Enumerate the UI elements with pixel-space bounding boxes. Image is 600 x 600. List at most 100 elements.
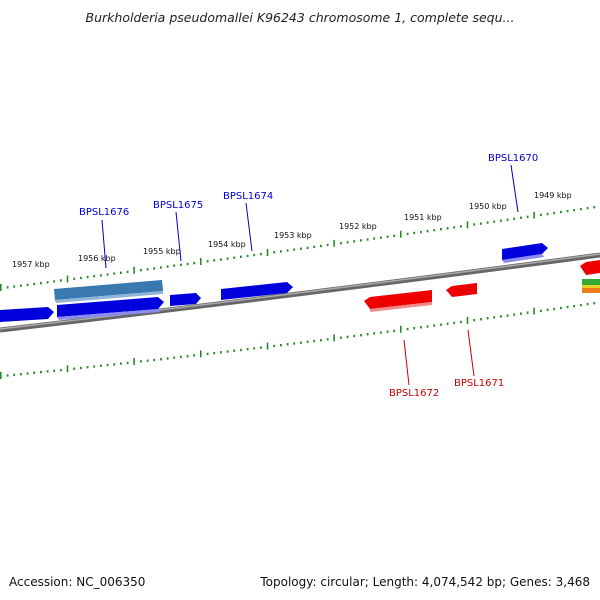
- minor-tick: [253, 253, 256, 257]
- inner-tick-row: [0, 302, 596, 379]
- gene-arrow-reverse[interactable]: [364, 290, 432, 309]
- kbp-label: 1952 kbp: [339, 222, 377, 231]
- major-tick: [133, 358, 135, 365]
- callout-line: [245, 202, 253, 252]
- minor-tick: [213, 351, 216, 355]
- gene-arrow-forward[interactable]: [221, 282, 293, 300]
- minor-tick: [86, 275, 89, 279]
- minor-tick: [46, 281, 49, 284]
- minor-tick: [426, 325, 429, 328]
- minor-tick: [260, 252, 262, 256]
- gene-arrow-reverse[interactable]: [580, 260, 600, 275]
- minor-tick: [173, 356, 176, 359]
- minor-tick: [360, 239, 362, 242]
- minor-tick: [140, 268, 142, 272]
- minor-tick: [566, 209, 569, 213]
- major-tick: [333, 239, 335, 247]
- major-tick: [200, 258, 202, 265]
- minor-tick: [573, 304, 576, 308]
- minor-tick: [213, 259, 216, 262]
- minor-tick: [580, 303, 582, 307]
- minor-tick: [166, 357, 169, 360]
- minor-tick: [486, 317, 489, 320]
- partial-feature-yellow: [582, 285, 600, 288]
- minor-tick: [326, 338, 329, 341]
- minor-tick: [326, 243, 329, 247]
- minor-tick: [413, 231, 416, 235]
- minor-tick: [526, 215, 529, 219]
- minor-tick: [346, 241, 349, 244]
- gene-arrow-forward[interactable]: [0, 307, 54, 322]
- minor-tick: [253, 347, 256, 350]
- minor-tick: [206, 260, 209, 263]
- minor-tick: [246, 254, 249, 258]
- gene-label-reverse[interactable]: BPSL1671: [454, 378, 504, 389]
- gene-shadow: [57, 309, 160, 320]
- gene-arrow-reverse[interactable]: [446, 283, 477, 297]
- minor-tick: [153, 267, 156, 270]
- minor-tick: [526, 311, 529, 314]
- minor-tick: [120, 362, 122, 365]
- minor-tick: [240, 255, 242, 258]
- gene-arrow-forward[interactable]: [502, 243, 548, 260]
- minor-tick: [226, 257, 229, 260]
- minor-tick: [520, 216, 522, 219]
- chromosome-backbone-highlight: [0, 253, 600, 330]
- minor-tick: [100, 364, 102, 367]
- major-tick: [333, 334, 335, 342]
- minor-tick: [186, 262, 189, 266]
- minor-tick: [40, 370, 42, 374]
- minor-tick: [386, 235, 389, 238]
- gene-label-forward[interactable]: BPSL1670: [488, 153, 538, 164]
- minor-tick: [53, 369, 56, 372]
- minor-tick: [166, 265, 169, 268]
- gene-shadow: [502, 254, 544, 263]
- minor-tick: [260, 346, 262, 349]
- major-tick: [466, 316, 469, 324]
- callout-line: [175, 211, 182, 262]
- callout-line: [467, 329, 475, 377]
- minor-tick: [520, 312, 522, 315]
- minor-tick: [286, 343, 289, 346]
- minor-tick: [473, 223, 476, 226]
- minor-tick: [360, 334, 362, 337]
- minor-tick: [320, 339, 322, 342]
- minor-tick: [486, 221, 489, 224]
- minor-tick: [153, 358, 156, 362]
- kbp-label: 1954 kbp: [208, 240, 246, 249]
- minor-tick: [120, 271, 122, 274]
- minor-tick: [480, 222, 482, 225]
- partial-feature-green: [582, 279, 600, 285]
- minor-tick: [106, 273, 109, 276]
- partial-feature-orange: [582, 288, 600, 293]
- minor-tick: [420, 326, 422, 329]
- minor-tick: [353, 334, 356, 338]
- minor-tick: [373, 237, 376, 240]
- minor-tick: [506, 218, 509, 221]
- minor-tick: [246, 348, 249, 351]
- minor-tick: [146, 359, 149, 362]
- minor-tick: [406, 327, 409, 331]
- minor-tick: [346, 335, 349, 339]
- gene-label-forward[interactable]: BPSL1674: [223, 191, 273, 202]
- minor-tick: [560, 210, 562, 214]
- highlighted-gene[interactable]: [54, 280, 163, 300]
- minor-tick: [540, 213, 542, 217]
- gene-label-forward[interactable]: BPSL1675: [153, 200, 203, 211]
- gene-label-forward[interactable]: BPSL1676: [79, 207, 129, 218]
- gene-arrow-forward[interactable]: [170, 293, 201, 306]
- major-tick: [400, 230, 402, 238]
- minor-tick: [386, 330, 389, 333]
- minor-tick: [320, 244, 322, 248]
- gene-arrow-forward[interactable]: [57, 297, 164, 317]
- gene-label-reverse[interactable]: BPSL1672: [389, 388, 439, 399]
- gene-shadow: [370, 302, 432, 312]
- minor-tick: [433, 324, 436, 327]
- minor-tick: [553, 307, 556, 311]
- minor-tick: [560, 306, 562, 310]
- minor-tick: [500, 315, 502, 318]
- minor-tick: [93, 365, 96, 368]
- minor-tick: [233, 256, 236, 259]
- minor-tick: [413, 327, 416, 330]
